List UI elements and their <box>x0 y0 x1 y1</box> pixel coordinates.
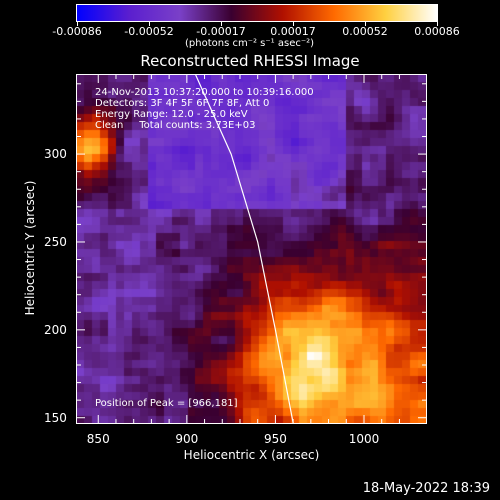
x-tick-label: 900 <box>175 432 199 446</box>
colorbar-tick-label: 0.00052 <box>342 25 388 38</box>
colorbar-tick <box>221 22 222 26</box>
rhessi-image <box>77 75 426 423</box>
plot-title: Reconstructed RHESSI Image <box>140 52 360 70</box>
overlay <box>77 75 426 423</box>
heatmap-panel: 24-Nov-2013 10:37:20.000 to 10:39:16.000… <box>76 74 427 424</box>
colorbar-tick-label: -0.00017 <box>196 25 246 38</box>
info-time: 24-Nov-2013 10:37:20.000 to 10:39:16.000 <box>95 87 314 98</box>
colorbar <box>76 4 438 22</box>
y-tick-label: 250 <box>44 234 67 249</box>
info-detectors: Detectors: 3F 4F 5F 6F 7F 8F, Att 0 <box>95 98 270 109</box>
colorbar-tick-label: -0.00086 <box>52 25 102 38</box>
colorbar-tick <box>365 22 366 26</box>
solar-limb <box>195 75 294 423</box>
info-energy: Energy Range: 12.0 - 25.0 keV <box>95 109 248 120</box>
colorbar-units: (photons cm⁻² s⁻¹ asec⁻²) <box>185 38 315 49</box>
colorbar-tick <box>437 22 438 26</box>
colorbar-tick <box>149 22 150 26</box>
colorbar-tick-label: -0.00052 <box>124 25 174 38</box>
x-tick-label: 850 <box>86 432 110 446</box>
colorbar-tick-label: 0.00017 <box>270 25 316 38</box>
peak-position: Position of Peak = [966,181] <box>95 398 238 409</box>
timestamp: 18-May-2022 18:39 <box>362 481 490 496</box>
colorbar-tick-label: 0.00086 <box>414 25 460 38</box>
y-tick-label: 300 <box>44 147 67 162</box>
info-clean: Clean Total counts: 3.73E+03 <box>95 120 256 131</box>
y-tick-label: 200 <box>44 322 67 337</box>
x-tick-label: 950 <box>263 432 287 446</box>
y-axis-label: Heliocentric Y (arcsec) <box>23 180 37 316</box>
colorbar-tick <box>293 22 294 26</box>
colorbar-tick <box>77 22 78 26</box>
y-tick-label: 150 <box>44 410 67 425</box>
x-axis-label: Heliocentric X (arcsec) <box>183 448 320 462</box>
x-tick-label: 1000 <box>348 432 380 446</box>
